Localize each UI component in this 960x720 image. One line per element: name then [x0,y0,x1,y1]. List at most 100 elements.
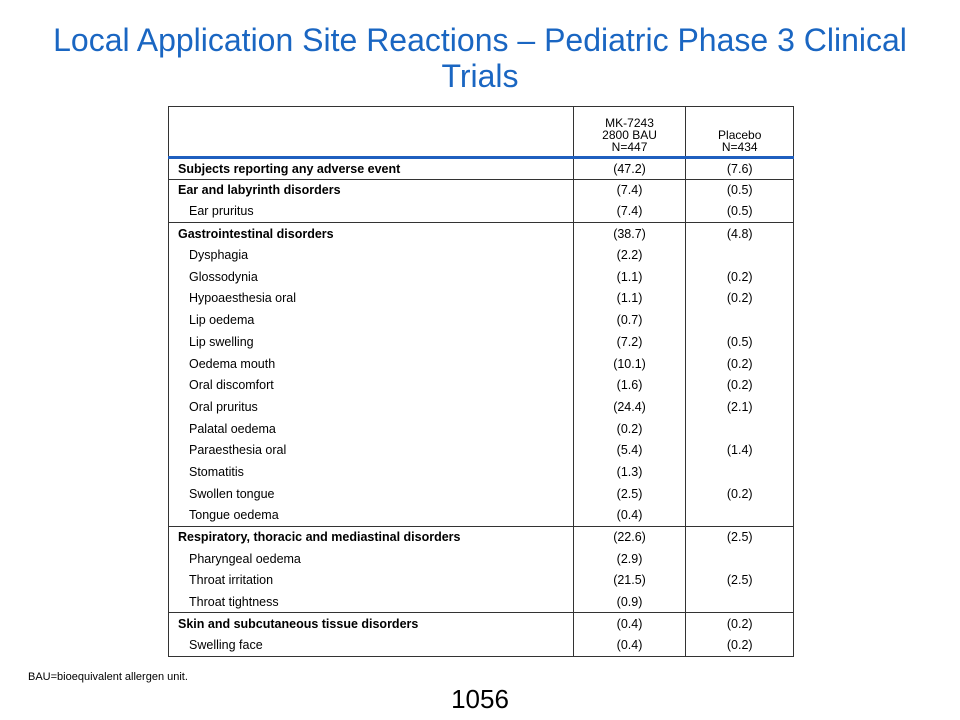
row-placebo-cell: (0.2) [685,352,794,375]
row-label-cell: Skin and subcutaneous tissue disorders [168,612,574,635]
row-label-cell: Hypoaesthesia oral [189,291,297,306]
row-mk7243-cell: (2.9) [572,547,686,570]
row-placebo-cell: (2.1) [685,396,794,418]
row-mk7243-cell: (7.4) [572,200,686,223]
row-label-cell: Dysphagia [189,248,249,263]
row-mk7243-cell: (2.2) [572,244,686,266]
row-placebo-cell: (7.6) [685,157,794,180]
table-row: Palatal oedema (0.2) [169,417,794,440]
row-label-cell: Tongue oedema [189,508,279,523]
row-placebo-cell [685,547,794,570]
row-placebo-cell: (0.5) [685,178,794,201]
row-mk7243-cell: (7.4) [572,178,686,201]
table-row: Oedema mouth (10.1) (0.2) [169,352,794,375]
table-row-category: Gastrointestinal disorders (38.7) (4.8) [168,222,794,245]
slide-title: Local Application Site Reactions – Pedia… [53,22,907,94]
row-label-cell: Stomatitis [189,464,244,479]
row-mk7243-cell: (0.7) [572,309,686,331]
table-row: Swollen tongue (2.5) (0.2) [169,482,794,505]
row-label-cell: Respiratory, thoracic and mediastinal di… [168,525,574,548]
row-placebo-cell: (0.5) [685,200,794,223]
row-label-cell: Lip swelling [189,334,254,349]
row-placebo-cell: (0.2) [685,374,794,397]
row-mk7243-cell: (7.2) [572,331,686,353]
header-empty-cell [168,106,574,159]
header-mk7243-line2: 2800 BAU [602,128,657,142]
table-row-category: Subjects reporting any adverse event (47.… [169,157,794,180]
table-row: Hypoaesthesia oral (1.1) (0.2) [169,287,794,310]
row-label-cell: Paraesthesia oral [189,443,287,458]
row-mk7243-cell: (10.1) [572,352,686,375]
header-mk7243-line1: MK-7243 [605,116,654,130]
row-mk7243-cell: (0.4) [572,634,686,657]
row-mk7243-cell: (38.7) [572,222,686,245]
table-row: Tongue oedema (0.4) [169,504,794,527]
row-placebo-cell: (1.4) [685,439,794,462]
row-placebo-cell [685,244,794,266]
row-mk7243-cell: (47.2) [572,157,686,180]
table-row-category: Respiratory, thoracic and mediastinal di… [168,525,794,548]
row-placebo-cell [685,504,794,527]
page-number: 1056 [451,684,509,714]
table-header-row: MK-7243 2800 BAU N=447 Placebo N=434 [168,106,794,159]
table-row: Lip oedema (0.7) [169,309,794,331]
row-placebo-cell: (0.2) [685,265,794,288]
table-row: Throat tightness (0.9) [169,591,794,613]
table-row: Dysphagia (2.2) [169,244,794,266]
row-mk7243-cell: (0.2) [572,417,686,440]
header-mk7243-line3: N=447 [611,140,648,154]
row-label-cell: Swollen tongue [189,486,275,501]
row-label-cell: Oral pruritus [189,399,258,414]
row-label-cell: Palatal oedema [189,421,276,436]
table-row: Pharyngeal oedema (2.9) [169,547,794,570]
row-placebo-cell: (0.2) [685,612,794,635]
row-mk7243-cell: (5.4) [572,439,686,462]
row-placebo-cell [685,591,794,613]
row-label-cell: Throat irritation [189,573,274,588]
table-row-category: Ear and labyrinth disorders (7.4) (0.5) [168,178,794,201]
row-placebo-cell [685,309,794,331]
table-row: Lip swelling (7.2) (0.5) [169,331,794,353]
row-placebo-cell [685,417,794,440]
adverse-events-table: MK-7243 2800 BAU N=447 Placebo N=434 Sub… [168,106,794,657]
row-label-cell: Pharyngeal oedema [189,551,301,566]
table-row-category: Skin and subcutaneous tissue disorders (0… [168,612,794,635]
header-placebo: Placebo N=434 [685,106,794,159]
table-row: Oral pruritus (24.4) (2.1) [169,396,794,418]
row-placebo-cell: (0.5) [685,331,794,353]
row-mk7243-cell: (24.4) [572,396,686,418]
row-placebo-cell [685,461,794,483]
row-placebo-cell: (0.2) [685,482,794,505]
row-placebo-cell: (4.8) [685,222,794,245]
row-label-cell: Throat tightness [189,594,279,609]
table-row: Stomatitis (1.3) [169,461,794,483]
header-placebo-line2: N=434 [721,140,758,154]
header-placebo-line1: Placebo [718,128,762,142]
table-row: Ear pruritus (7.4) (0.5) [169,200,794,223]
row-mk7243-cell: (0.4) [572,612,686,635]
row-placebo-cell: (2.5) [685,569,794,592]
row-mk7243-cell: (1.1) [572,265,686,288]
row-label-cell: Oral discomfort [189,378,274,393]
table-row: Glossodynia (1.1) (0.2) [169,265,794,288]
table-row: Swelling face (0.4) (0.2) [169,634,794,657]
row-mk7243-cell: (0.9) [572,591,686,613]
table-row: Throat irritation (21.5) (2.5) [169,569,794,592]
row-label-cell: Oedema mouth [189,356,276,371]
row-label-cell: Gastrointestinal disorders [168,222,574,245]
table-row: Oral discomfort (1.6) (0.2) [169,374,794,397]
row-label-cell: Lip oedema [189,313,255,328]
row-mk7243-cell: (2.5) [572,482,686,505]
row-mk7243-cell: (1.1) [572,287,686,310]
table-body: Subjects reporting any adverse event (47.… [168,157,794,657]
row-placebo-cell: (2.5) [685,525,794,548]
row-mk7243-cell: (0.4) [572,504,686,527]
row-label-cell: Glossodynia [189,269,258,284]
row-mk7243-cell: (1.6) [572,374,686,397]
row-mk7243-cell: (22.6) [572,525,686,548]
row-placebo-cell: (0.2) [685,634,794,657]
row-label-cell: Ear pruritus [189,204,254,219]
row-mk7243-cell: (21.5) [572,569,686,592]
row-label-cell: Swelling face [189,638,263,653]
row-mk7243-cell: (1.3) [572,461,686,483]
